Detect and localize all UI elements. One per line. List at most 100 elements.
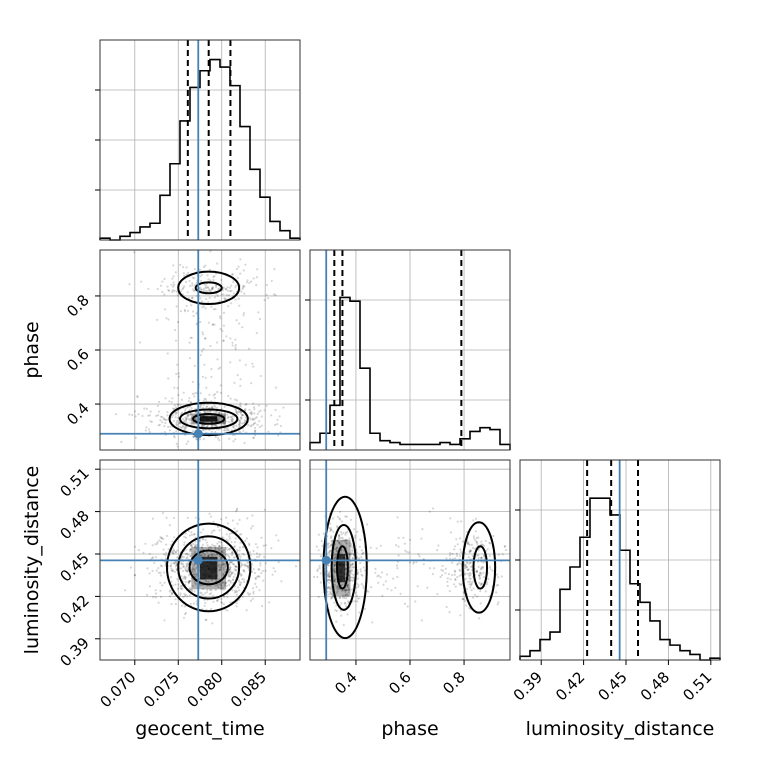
sample-point — [163, 553, 166, 556]
sample-point — [339, 510, 342, 513]
sample-point — [254, 421, 257, 425]
sample-point — [238, 549, 241, 552]
sample-point — [211, 288, 214, 291]
sample-point — [168, 595, 171, 598]
sample-point — [467, 556, 470, 559]
sample-point — [173, 386, 176, 389]
sample-point — [228, 575, 232, 578]
sample-point — [449, 517, 452, 520]
sample-point — [344, 540, 347, 543]
sample-point — [348, 553, 351, 556]
sample-point — [223, 429, 226, 432]
sample-point — [432, 507, 435, 510]
sample-point — [343, 595, 346, 598]
sample-point — [333, 583, 337, 586]
sample-point — [353, 566, 356, 569]
sample-point — [184, 407, 187, 410]
sample-point — [188, 588, 191, 591]
sample-point — [163, 277, 166, 280]
sample-point — [446, 577, 449, 580]
sample-point — [238, 304, 241, 307]
sample-point — [315, 545, 318, 548]
sample-point — [194, 572, 197, 575]
sample-point — [212, 520, 215, 523]
sample-point — [239, 410, 242, 413]
sample-point — [338, 541, 341, 545]
sample-point — [234, 569, 237, 572]
sample-point — [164, 397, 167, 400]
sample-point — [273, 268, 276, 271]
sample-point — [177, 393, 180, 397]
sample-point — [152, 596, 155, 599]
sample-point — [226, 427, 229, 430]
sample-point — [188, 357, 191, 360]
sample-point — [182, 286, 185, 290]
sample-point — [255, 552, 258, 555]
sample-point — [190, 418, 193, 422]
sample-point — [206, 405, 209, 408]
sample-point — [222, 568, 225, 571]
sample-point — [136, 396, 139, 399]
sample-point — [340, 536, 343, 540]
sample-point — [342, 531, 345, 535]
sample-point — [158, 400, 161, 403]
sample-point — [248, 592, 252, 596]
sample-point — [174, 413, 177, 416]
sample-point — [204, 337, 207, 340]
sample-point — [193, 545, 197, 548]
sample-point — [329, 549, 332, 552]
sample-point — [250, 412, 253, 415]
sample-point — [362, 566, 365, 569]
sample-point — [137, 413, 140, 416]
sample-point — [156, 318, 159, 321]
sample-point — [469, 561, 472, 564]
sample-point — [226, 609, 229, 612]
sample-point — [239, 402, 242, 405]
sample-point — [174, 565, 177, 568]
sample-point — [210, 375, 213, 378]
sample-point — [363, 569, 367, 572]
sample-point — [209, 515, 213, 518]
sample-point — [441, 564, 444, 568]
sample-point — [218, 416, 221, 419]
sample-point — [271, 573, 274, 576]
sample-point — [163, 619, 166, 622]
sample-point — [184, 420, 187, 423]
sample-point — [217, 367, 220, 370]
sample-point — [173, 404, 176, 407]
contour-line — [192, 413, 226, 425]
sample-point — [193, 568, 196, 572]
sample-point — [206, 290, 209, 293]
sample-point — [416, 585, 419, 588]
sample-point — [201, 375, 204, 378]
sample-point — [336, 526, 339, 529]
sample-point — [330, 543, 333, 546]
sample-point — [217, 597, 220, 601]
sample-point — [341, 596, 344, 599]
sample-point — [214, 588, 217, 592]
sample-point — [184, 568, 187, 571]
sample-point — [221, 586, 224, 590]
sample-point — [193, 570, 196, 573]
sample-point — [408, 561, 412, 564]
sample-point — [262, 579, 265, 582]
sample-point — [220, 542, 223, 545]
sample-point — [488, 554, 491, 558]
sample-point — [217, 411, 221, 414]
sample-point — [251, 597, 254, 601]
sample-point — [466, 541, 469, 544]
sample-point — [229, 573, 232, 577]
sample-point — [227, 428, 230, 431]
sample-point — [334, 563, 337, 566]
sample-point — [227, 575, 230, 578]
sample-point — [220, 584, 223, 587]
sample-point — [500, 575, 503, 578]
sample-point — [327, 551, 330, 554]
sample-point — [163, 581, 166, 584]
sample-point — [213, 275, 216, 278]
sample-point — [160, 565, 163, 568]
sample-point — [202, 348, 205, 351]
sample-point — [184, 409, 187, 412]
sample-point — [408, 551, 411, 554]
sample-point — [235, 605, 238, 608]
